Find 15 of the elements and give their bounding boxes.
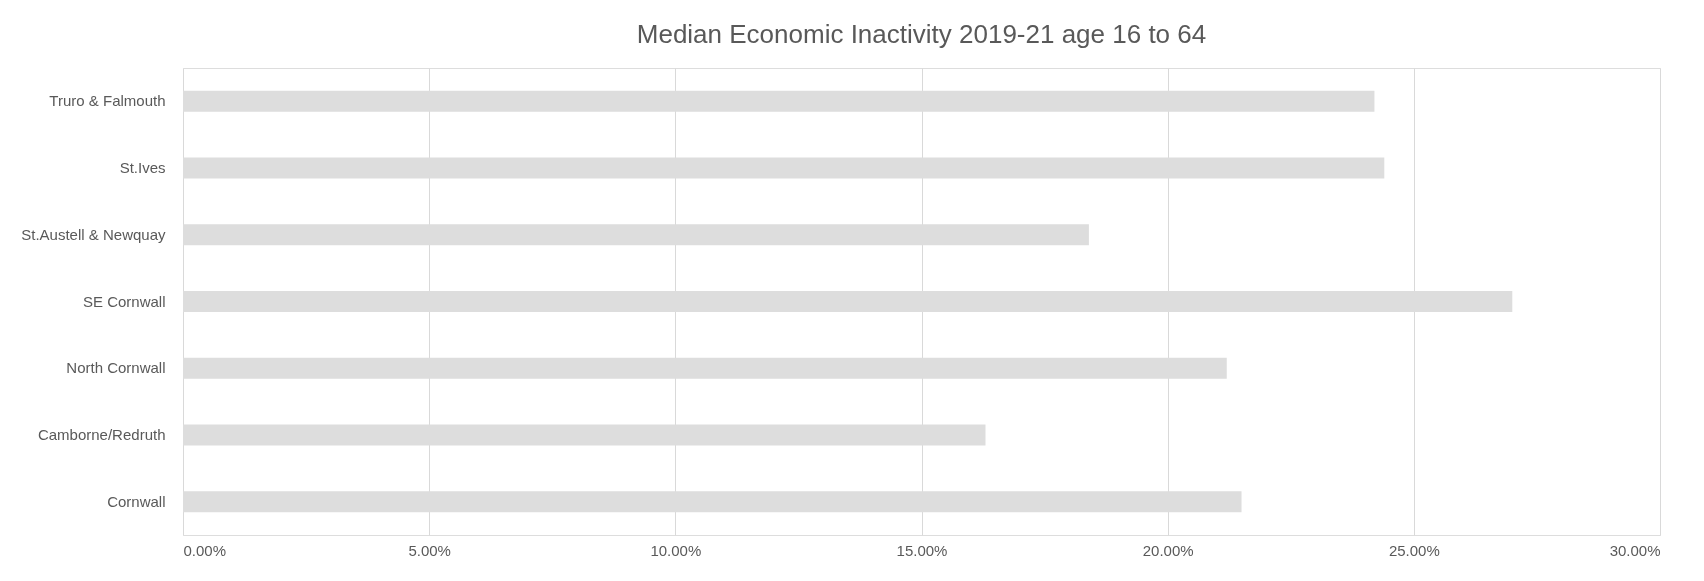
y-tick-label: St.Ives bbox=[119, 159, 166, 177]
x-tick-label: 0.00% bbox=[183, 541, 227, 559]
x-tick-label: 5.00% bbox=[408, 541, 451, 559]
y-tick-label: Truro & Falmouth bbox=[49, 92, 166, 110]
y-tick-label: Camborne/Redruth bbox=[37, 425, 166, 443]
x-tick-label: 10.00% bbox=[650, 541, 702, 559]
x-tick-label: 15.00% bbox=[896, 541, 948, 559]
y-tick-label: Cornwall bbox=[107, 492, 166, 510]
y-tick-label: SE Cornwall bbox=[82, 292, 166, 310]
x-tick-label: 25.00% bbox=[1388, 541, 1440, 559]
y-tick-label: North Cornwall bbox=[66, 359, 166, 377]
x-tick-label: 30.00% bbox=[1609, 541, 1661, 559]
y-tick-label: St.Austell & Newquay bbox=[21, 225, 166, 243]
x-tick-label: 20.00% bbox=[1142, 541, 1194, 559]
chart-title: Median Economic Inactivity 2019-21 age 16 to 64 bbox=[636, 19, 1207, 49]
